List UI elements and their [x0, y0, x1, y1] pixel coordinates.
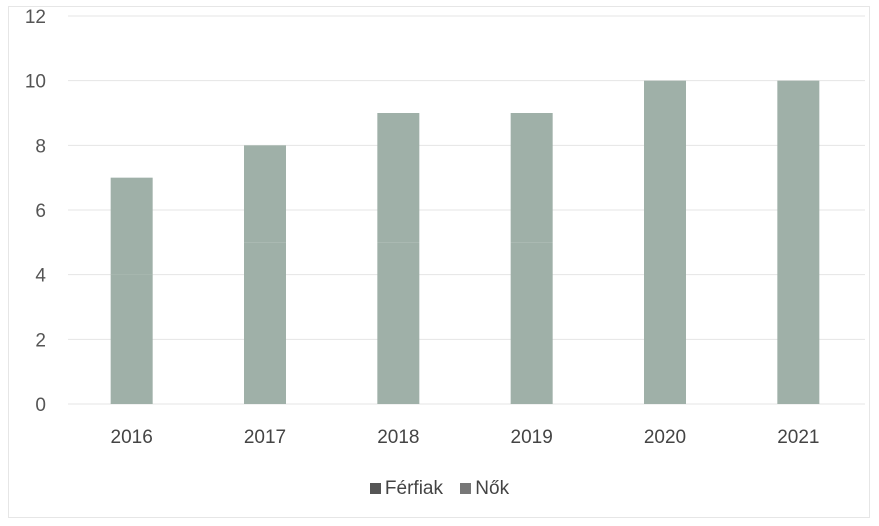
legend: Férfiak Nők	[0, 478, 879, 500]
bar-2016-ferfiak	[110, 274, 153, 404]
y-tick-label: 12	[25, 7, 46, 28]
legend-swatch-nok	[460, 483, 472, 494]
y-tick-label: 6	[35, 201, 46, 222]
y-tick-label: 2	[35, 330, 46, 351]
bars	[110, 80, 820, 404]
bar-2018-ferfiak	[377, 242, 420, 404]
bar-2020-nok	[644, 80, 686, 211]
legend-swatch-ferfiak	[369, 483, 381, 494]
bar-2021-nok	[777, 80, 820, 211]
gridlines	[68, 15, 865, 405]
legend-item-ferfiak: Férfiak	[369, 478, 443, 500]
y-axis: 0 2 4 6 8 10 12	[25, 7, 47, 416]
bar-2018-nok	[377, 113, 420, 243]
x-tick-label: 2020	[644, 427, 686, 448]
x-tick-label: 2016	[111, 427, 153, 448]
x-tick-label: 2019	[511, 427, 553, 448]
y-tick-label: 4	[35, 266, 46, 287]
bar-2021-ferfiak	[777, 210, 820, 404]
bar-2017-ferfiak	[244, 242, 286, 404]
y-tick-label: 10	[25, 72, 46, 93]
chart-frame	[8, 6, 870, 518]
bar-2019-nok	[510, 113, 553, 243]
x-axis: 2016 2017 2018 2019 2020 2021	[111, 427, 820, 448]
y-tick-label: 0	[35, 395, 46, 416]
bar-2020-ferfiak	[644, 210, 686, 404]
x-tick-label: 2017	[244, 427, 286, 448]
x-tick-label: 2018	[377, 427, 419, 448]
x-tick-label: 2021	[777, 427, 819, 448]
y-tick-label: 8	[35, 136, 46, 157]
bar-2017-nok	[244, 145, 286, 243]
bar-2019-ferfiak	[510, 242, 553, 404]
legend-label-ferfiak: Férfiak	[384, 478, 443, 499]
legend-item-nok: Nők	[460, 478, 509, 500]
bar-2016-nok	[110, 177, 153, 275]
legend-label-nok: Nők	[475, 478, 510, 499]
